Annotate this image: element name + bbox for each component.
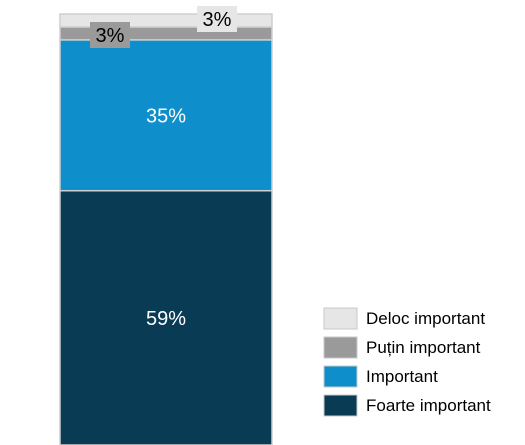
legend-label: Puțin important xyxy=(366,338,481,357)
legend-label: Deloc important xyxy=(366,309,485,328)
data-label-important: 35% xyxy=(146,105,186,127)
bar-segment-foarte-important xyxy=(59,189,273,445)
legend-swatch xyxy=(323,336,358,359)
legend-item-foarte-important: Foarte important xyxy=(323,394,491,417)
bar-stack xyxy=(59,13,273,445)
legend-item-deloc-important: Deloc important xyxy=(323,307,485,330)
data-label-putin-important-callout: 3% xyxy=(90,22,130,48)
legend-swatch xyxy=(323,365,358,388)
data-label-deloc-important-callout: 3% xyxy=(197,6,237,32)
legend-label: Foarte important xyxy=(366,396,491,415)
legend: Deloc important Puțin important Important F… xyxy=(323,307,491,417)
legend-swatch xyxy=(323,307,358,330)
legend-item-important: Important xyxy=(323,365,438,388)
legend-label: Important xyxy=(366,367,438,386)
bar-segment-important xyxy=(59,39,273,192)
legend-swatch xyxy=(323,394,358,417)
legend-item-putin-important: Puțin important xyxy=(323,336,481,359)
data-labels: 59% 35% 3% 3% xyxy=(90,6,237,330)
data-label-deloc-important: 3% xyxy=(203,9,232,31)
data-label-box xyxy=(90,22,130,48)
data-label-putin-important: 3% xyxy=(96,25,125,47)
data-label-foarte-important: 59% xyxy=(146,308,186,330)
data-label-box xyxy=(197,6,237,32)
